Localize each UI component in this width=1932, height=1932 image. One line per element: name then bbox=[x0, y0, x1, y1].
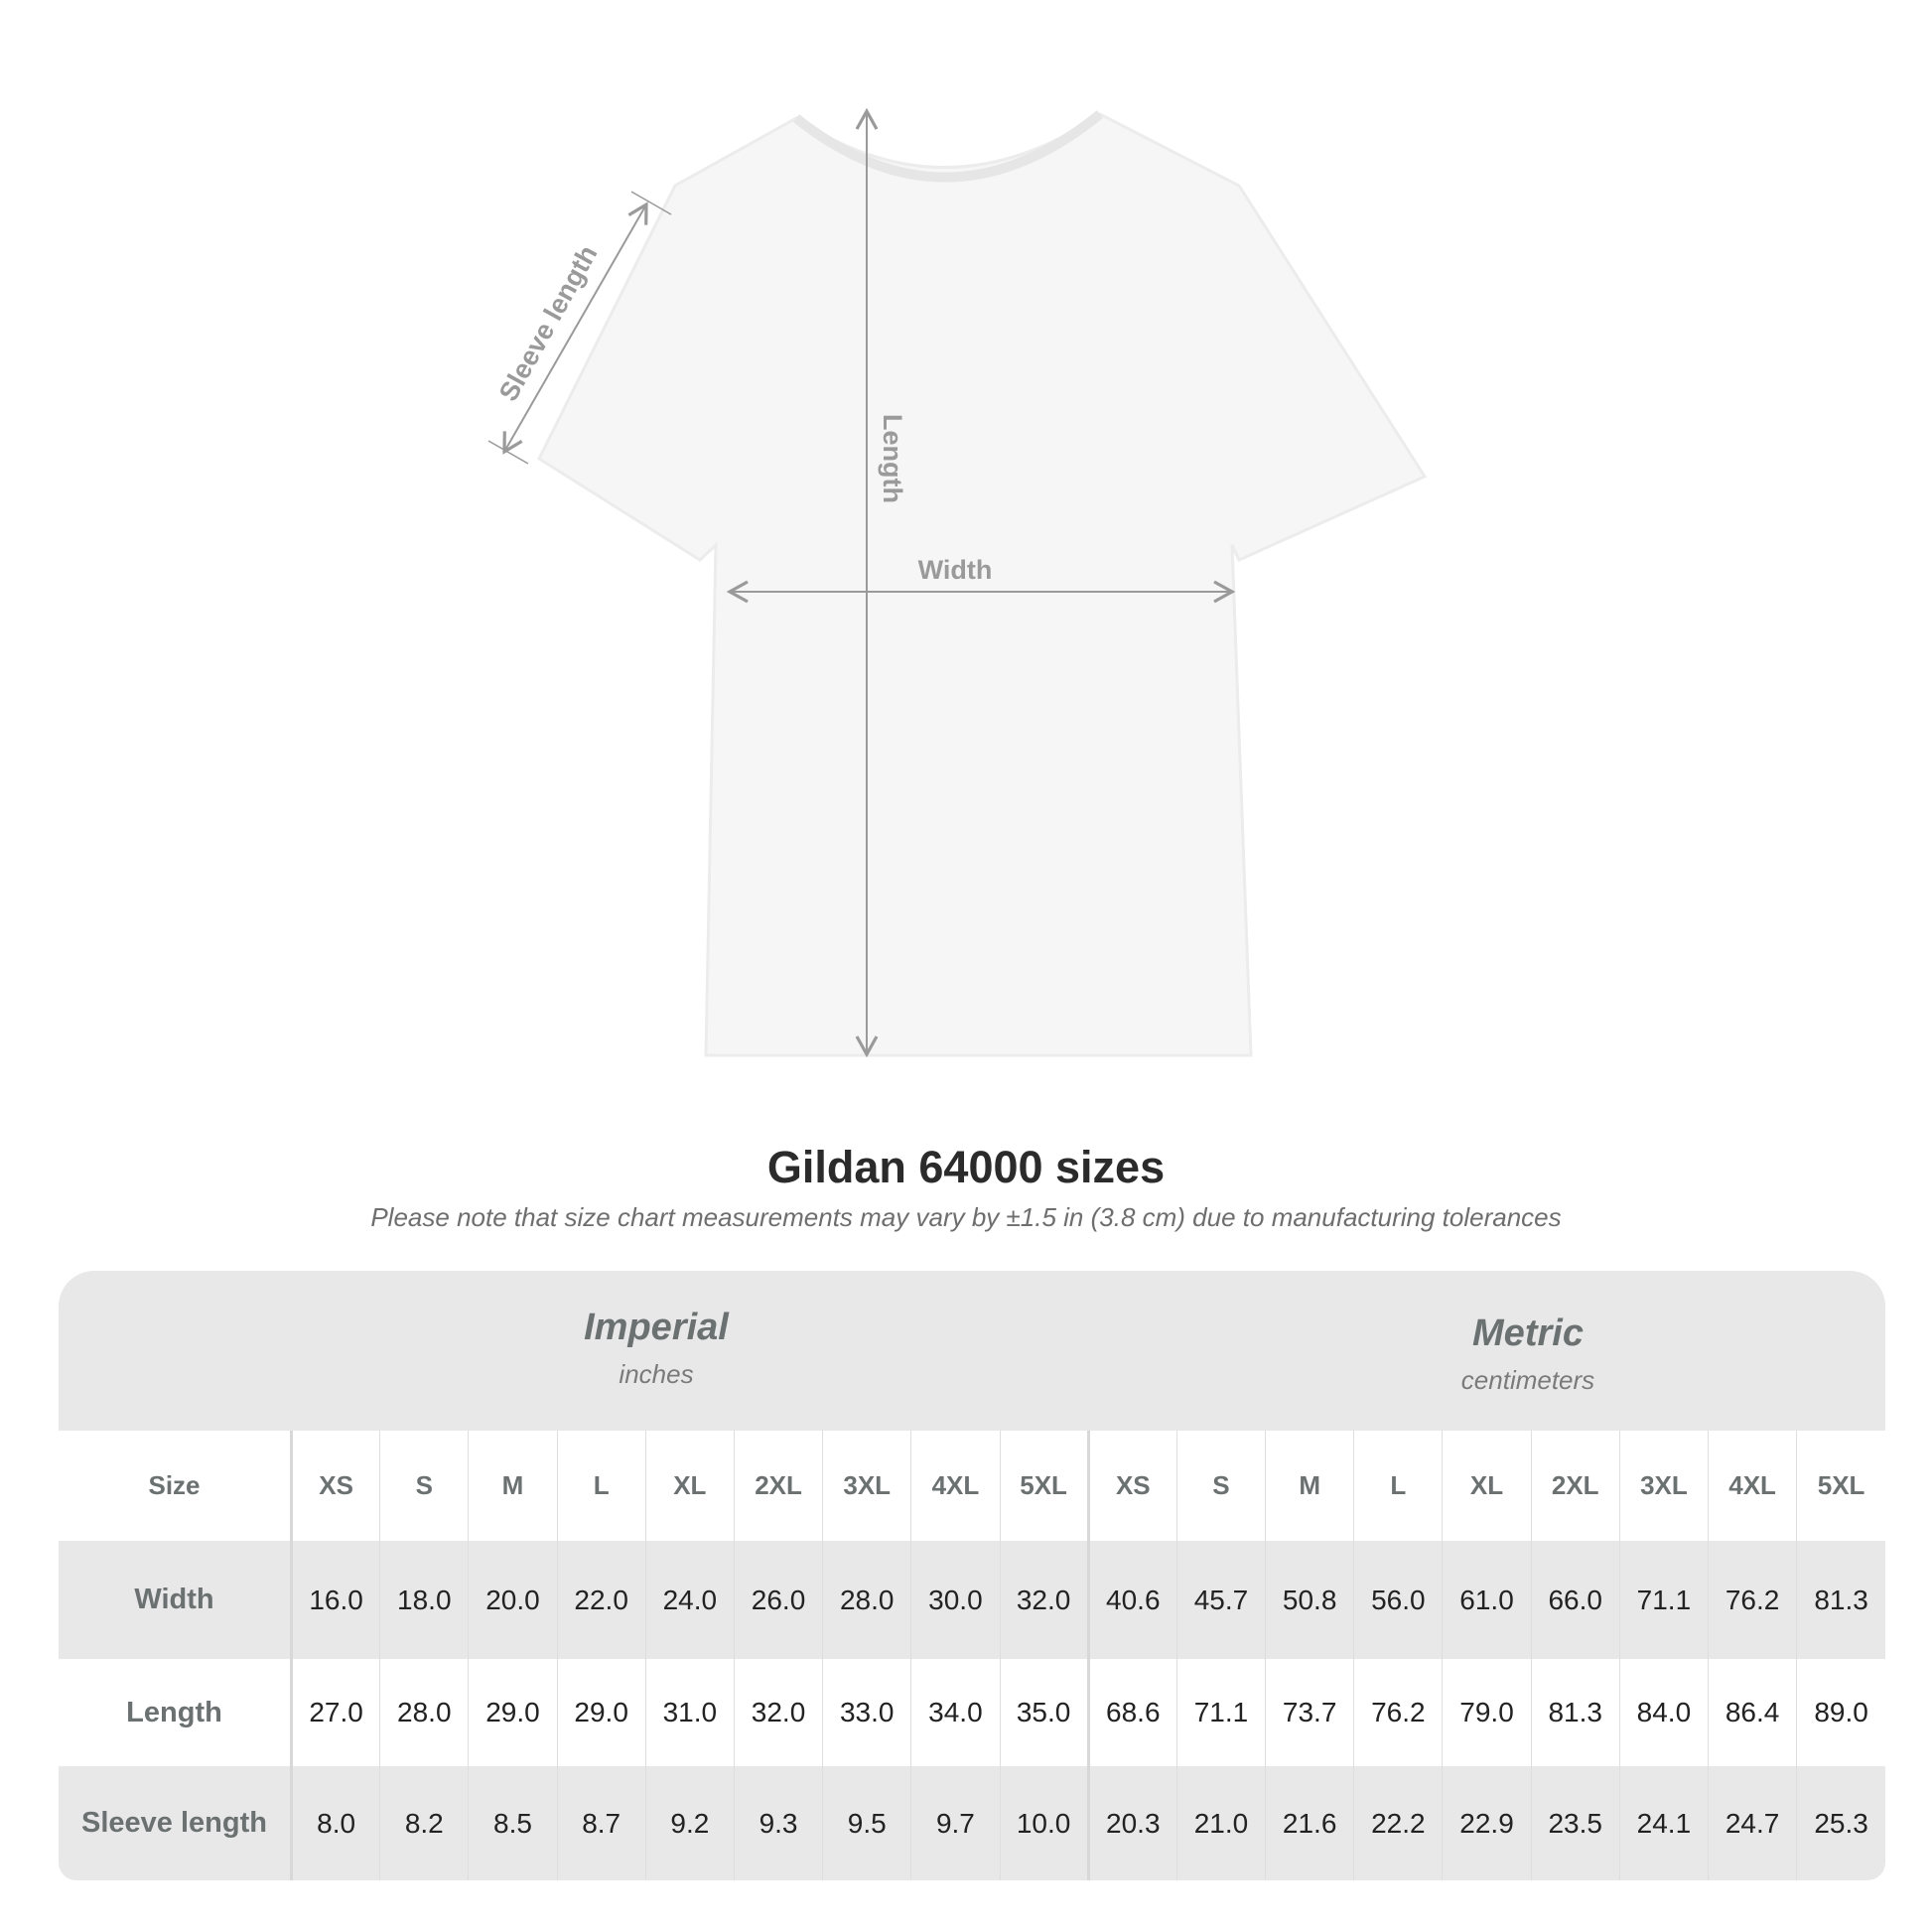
metric-value: 86.4 bbox=[1707, 1659, 1797, 1766]
row-label: Width bbox=[59, 1541, 293, 1659]
metric-value: 81.3 bbox=[1796, 1541, 1885, 1659]
imperial-value: 24.0 bbox=[644, 1541, 735, 1659]
metric-value: 23.5 bbox=[1530, 1766, 1620, 1880]
imperial-size-header: S bbox=[379, 1431, 469, 1541]
imperial-value: 9.7 bbox=[910, 1766, 1000, 1880]
metric-size-header: 3XL bbox=[1618, 1431, 1709, 1541]
imperial-value: 28.0 bbox=[379, 1659, 469, 1766]
width-label: Width bbox=[918, 555, 993, 585]
imperial-value: 35.0 bbox=[999, 1659, 1089, 1766]
metric-value: 21.6 bbox=[1265, 1766, 1354, 1880]
table-header: Imperial inches Metric centimeters bbox=[59, 1271, 1885, 1431]
imperial-value: 32.0 bbox=[999, 1541, 1089, 1659]
imperial-value: 9.3 bbox=[733, 1766, 823, 1880]
imperial-size-header: 4XL bbox=[910, 1431, 1000, 1541]
metric-value: 71.1 bbox=[1618, 1541, 1709, 1659]
metric-value: 79.0 bbox=[1442, 1659, 1532, 1766]
imperial-value: 30.0 bbox=[910, 1541, 1000, 1659]
imperial-value: 27.0 bbox=[290, 1659, 380, 1766]
imperial-value: 18.0 bbox=[379, 1541, 469, 1659]
metric-size-header: L bbox=[1353, 1431, 1443, 1541]
row-label: Length bbox=[59, 1659, 293, 1766]
metric-value: 22.9 bbox=[1442, 1766, 1532, 1880]
metric-value: 22.2 bbox=[1353, 1766, 1443, 1880]
metric-value: 66.0 bbox=[1530, 1541, 1620, 1659]
imperial-value: 22.0 bbox=[556, 1541, 646, 1659]
metric-value: 50.8 bbox=[1265, 1541, 1354, 1659]
metric-value: 61.0 bbox=[1442, 1541, 1532, 1659]
measurement-table: Size XS S M L XL 2XL 3XL 4XL 5XL XS S M L XL 2XL 3XL 4XL 5… bbox=[59, 1431, 1885, 1880]
metric-value: 84.0 bbox=[1618, 1659, 1709, 1766]
metric-size-header: S bbox=[1175, 1431, 1266, 1541]
metric-size-header: 5XL bbox=[1796, 1431, 1885, 1541]
imperial-value: 10.0 bbox=[999, 1766, 1089, 1880]
metric-value: 73.7 bbox=[1265, 1659, 1354, 1766]
tshirt-diagram: Length Width Sleeve length bbox=[487, 107, 1428, 1058]
imperial-size-header: 2XL bbox=[733, 1431, 823, 1541]
metric-value: 45.7 bbox=[1175, 1541, 1266, 1659]
size-row: Size XS S M L XL 2XL 3XL 4XL 5XL XS S M L XL 2XL 3XL 4XL 5… bbox=[59, 1431, 1885, 1541]
imperial-size-header: L bbox=[556, 1431, 646, 1541]
page-title: Gildan 64000 sizes bbox=[766, 1142, 1166, 1192]
imperial-value: 16.0 bbox=[290, 1541, 380, 1659]
imperial-value: 26.0 bbox=[733, 1541, 823, 1659]
metric-value: 81.3 bbox=[1530, 1659, 1620, 1766]
imperial-value: 8.7 bbox=[556, 1766, 646, 1880]
imperial-value: 20.0 bbox=[468, 1541, 558, 1659]
imperial-header: Imperial inches bbox=[309, 1307, 1004, 1390]
metric-size-header: XL bbox=[1442, 1431, 1532, 1541]
imperial-size-header: XL bbox=[644, 1431, 735, 1541]
imperial-title: Imperial bbox=[584, 1307, 729, 1348]
metric-title: Metric bbox=[1472, 1312, 1584, 1354]
imperial-size-header: XS bbox=[290, 1431, 380, 1541]
metric-value: 56.0 bbox=[1353, 1541, 1443, 1659]
metric-value: 71.1 bbox=[1175, 1659, 1266, 1766]
imperial-value: 9.5 bbox=[822, 1766, 911, 1880]
size-table: Imperial inches Metric centimeters Size X… bbox=[59, 1271, 1885, 1880]
length-label: Length bbox=[878, 414, 907, 503]
row-label: Sleeve length bbox=[59, 1766, 293, 1880]
metric-value: 21.0 bbox=[1175, 1766, 1266, 1880]
imperial-value: 34.0 bbox=[910, 1659, 1000, 1766]
imperial-value: 8.0 bbox=[290, 1766, 380, 1880]
imperial-value: 29.0 bbox=[468, 1659, 558, 1766]
metric-size-header: XS bbox=[1086, 1431, 1177, 1541]
imperial-value: 32.0 bbox=[733, 1659, 823, 1766]
tshirt-shape bbox=[537, 112, 1428, 1057]
metric-value: 25.3 bbox=[1796, 1766, 1885, 1880]
imperial-value: 29.0 bbox=[556, 1659, 646, 1766]
sleeve-arrow bbox=[502, 202, 648, 455]
imperial-value: 8.5 bbox=[468, 1766, 558, 1880]
table-row: Sleeve length 8.0 8.2 8.5 8.7 9.2 9.3 9.5 9.7 10.… bbox=[59, 1766, 1885, 1880]
metric-size-header: 4XL bbox=[1707, 1431, 1797, 1541]
metric-value: 20.3 bbox=[1086, 1766, 1177, 1880]
imperial-size-header: 5XL bbox=[999, 1431, 1089, 1541]
imperial-value: 9.2 bbox=[644, 1766, 735, 1880]
imperial-size-header: 3XL bbox=[822, 1431, 911, 1541]
table-row: Length 27.0 28.0 29.0 29.0 31.0 32.0 33.0 34.0 35… bbox=[59, 1659, 1885, 1766]
metric-value: 76.2 bbox=[1707, 1541, 1797, 1659]
imperial-unit: inches bbox=[619, 1359, 694, 1389]
metric-value: 76.2 bbox=[1353, 1659, 1443, 1766]
size-label: Size bbox=[59, 1431, 293, 1541]
metric-value: 24.7 bbox=[1707, 1766, 1797, 1880]
metric-value: 40.6 bbox=[1086, 1541, 1177, 1659]
imperial-size-header: M bbox=[468, 1431, 558, 1541]
metric-size-header: M bbox=[1265, 1431, 1354, 1541]
metric-value: 68.6 bbox=[1086, 1659, 1177, 1766]
imperial-value: 31.0 bbox=[644, 1659, 735, 1766]
tolerance-note: Please note that size chart measurements… bbox=[370, 1202, 1562, 1232]
table-row: Width 16.0 18.0 20.0 22.0 24.0 26.0 28.0 30.0 32.… bbox=[59, 1541, 1885, 1659]
metric-size-header: 2XL bbox=[1530, 1431, 1620, 1541]
imperial-value: 33.0 bbox=[822, 1659, 911, 1766]
metric-unit: centimeters bbox=[1460, 1365, 1595, 1395]
metric-value: 24.1 bbox=[1618, 1766, 1709, 1880]
metric-value: 89.0 bbox=[1796, 1659, 1885, 1766]
imperial-value: 8.2 bbox=[379, 1766, 469, 1880]
imperial-value: 28.0 bbox=[822, 1541, 911, 1659]
metric-header: Metric centimeters bbox=[1180, 1312, 1875, 1396]
